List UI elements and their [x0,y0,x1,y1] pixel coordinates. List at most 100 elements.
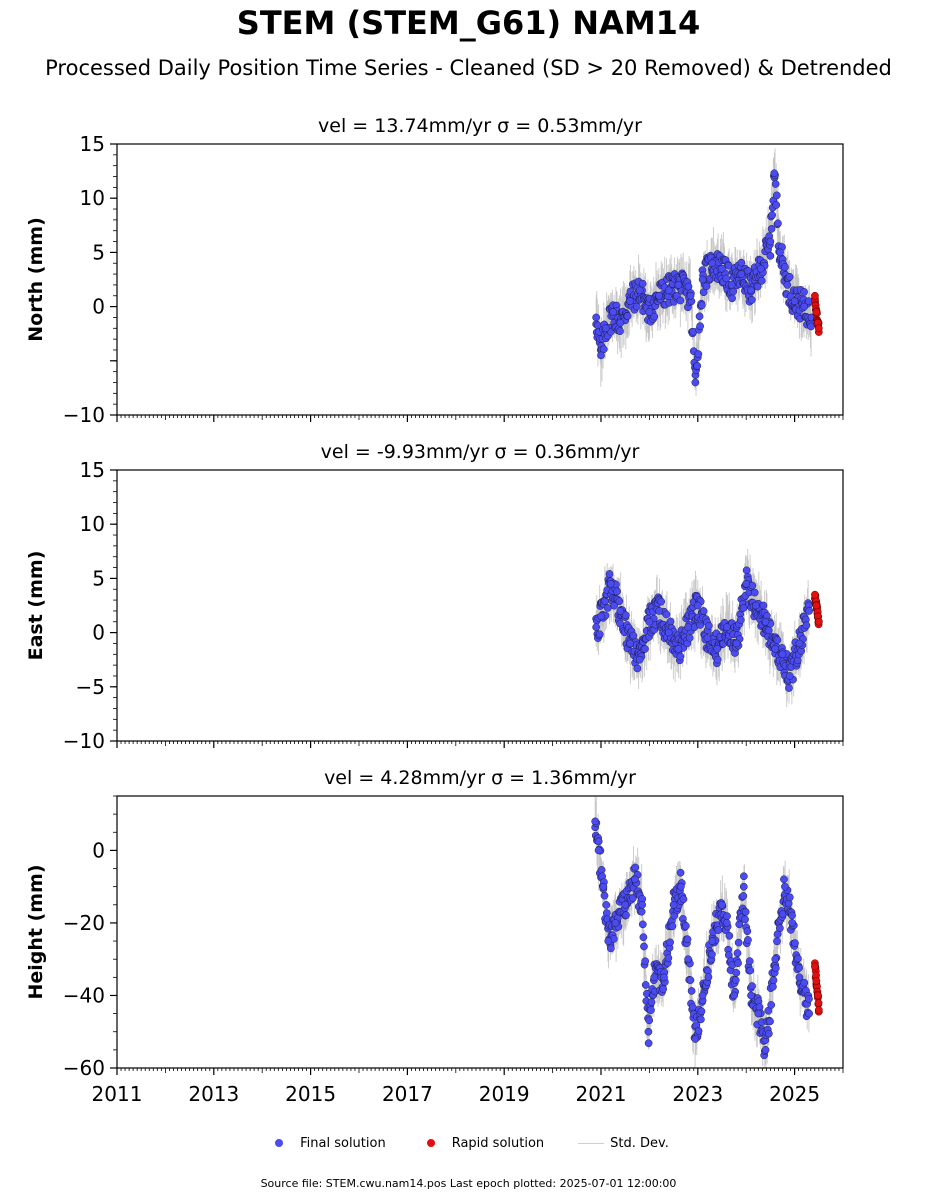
final-solution-point [722,623,731,632]
final-solution-point [684,955,692,964]
final-solution-point [607,944,615,953]
data-group [592,548,823,708]
final-solution-point [597,612,605,621]
final-solution-point [761,1046,770,1054]
final-solution-point [616,607,625,615]
data-group [591,796,823,1068]
final-solution-point [713,655,722,664]
final-solution-point [740,872,748,881]
final-solution-point [752,601,760,610]
final-solution-point [676,868,685,877]
rapid-solution-point [811,590,819,599]
final-solution-point [660,973,668,982]
final-solution-point [632,302,641,311]
final-solution-point [655,291,663,300]
y-axis-label: Height (mm) [25,864,47,999]
final-solution-point [805,995,813,1003]
final-solution-point [613,587,621,596]
final-solution-point [805,607,813,615]
final-solution-point [647,1006,655,1014]
axes-frame [116,469,844,742]
final-solution-point [674,281,683,289]
final-solution-point [725,931,734,940]
x-tick-label: 2017 [382,1082,433,1106]
y-tick-label: −40 [63,983,105,1007]
final-solution-point [739,604,748,612]
final-solution-point [668,922,677,931]
final-solution-point [713,645,722,653]
y-tick-label: 5 [92,566,105,590]
final-solution-point [791,939,799,947]
final-solution-point [739,892,748,900]
final-solution-point [785,672,794,680]
final-solution-point [674,645,683,653]
final-solution-point [747,286,755,295]
std-dev-line-icon [578,1143,605,1144]
final-solution-point [785,272,794,281]
y-tick-label: −5 [76,675,105,699]
y-tick-label: 15 [80,458,105,482]
final-solution-point [800,302,809,311]
final-solution-point [766,1017,774,1026]
final-solution-point [683,935,692,944]
y-tick-label: 10 [80,512,105,536]
x-tick-label: 2023 [672,1082,723,1106]
final-solution-point [737,258,746,267]
final-solution-point [616,319,625,327]
final-solution-point [769,976,778,985]
final-solution-point [772,201,781,209]
final-solution-point [747,991,755,1000]
final-solution-point [734,938,743,947]
final-solution-point [771,645,780,653]
final-solution-point [677,882,685,891]
final-solution-point [718,264,726,273]
final-solution-point [638,900,646,909]
final-solution-point [734,959,742,968]
final-solution-marker-icon [275,1139,284,1147]
rapid-solution-point [814,1006,823,1014]
final-solution-point [691,378,700,387]
final-solution-point [687,987,696,995]
final-solution-point [611,919,620,927]
final-solution-point [748,982,756,990]
final-solution-point [704,973,713,981]
final-solution-point [755,1003,764,1011]
final-solution-point [795,964,803,972]
rapid-solution-point [811,291,819,300]
final-solution-point [753,282,762,291]
final-solution-point [645,308,654,316]
final-solution-point [774,219,782,228]
final-solution-point [655,607,663,615]
legend-item-rapid: Rapid solution [420,1136,544,1151]
final-solution-point [657,597,666,606]
final-solution-point [708,950,716,959]
source-footer: Source file: STEM.cwu.nam14.pos Last epo… [260,1177,677,1190]
final-solution-point [664,954,673,962]
final-solution-point [616,327,624,336]
final-solution-point [603,604,612,612]
final-solution-point [622,911,630,920]
x-tick-label: 2021 [576,1082,627,1106]
final-solution-point [802,621,811,630]
final-solution-point [807,322,815,331]
final-solution-point [647,998,656,1006]
final-solution-point [703,634,712,642]
x-tick-label: 2013 [188,1082,239,1106]
y-tick-label: 10 [80,186,105,210]
final-solution-point [773,636,782,644]
final-solution-point [754,1009,763,1018]
final-solution-point [688,1003,697,1012]
final-solution-point [771,964,780,973]
final-solution-point [676,296,685,305]
final-solution-point [750,588,759,597]
final-solution-point [684,623,692,632]
final-solution-point [788,911,796,920]
legend-item-final: Final solution [268,1136,386,1151]
final-solution-point [638,920,647,929]
final-solution-point [626,639,634,648]
final-solution-point [733,949,742,957]
final-solution-point [714,926,723,934]
x-tick-label: 2011 [92,1082,143,1106]
final-solution-point [641,645,649,653]
final-solution-point [679,895,688,904]
